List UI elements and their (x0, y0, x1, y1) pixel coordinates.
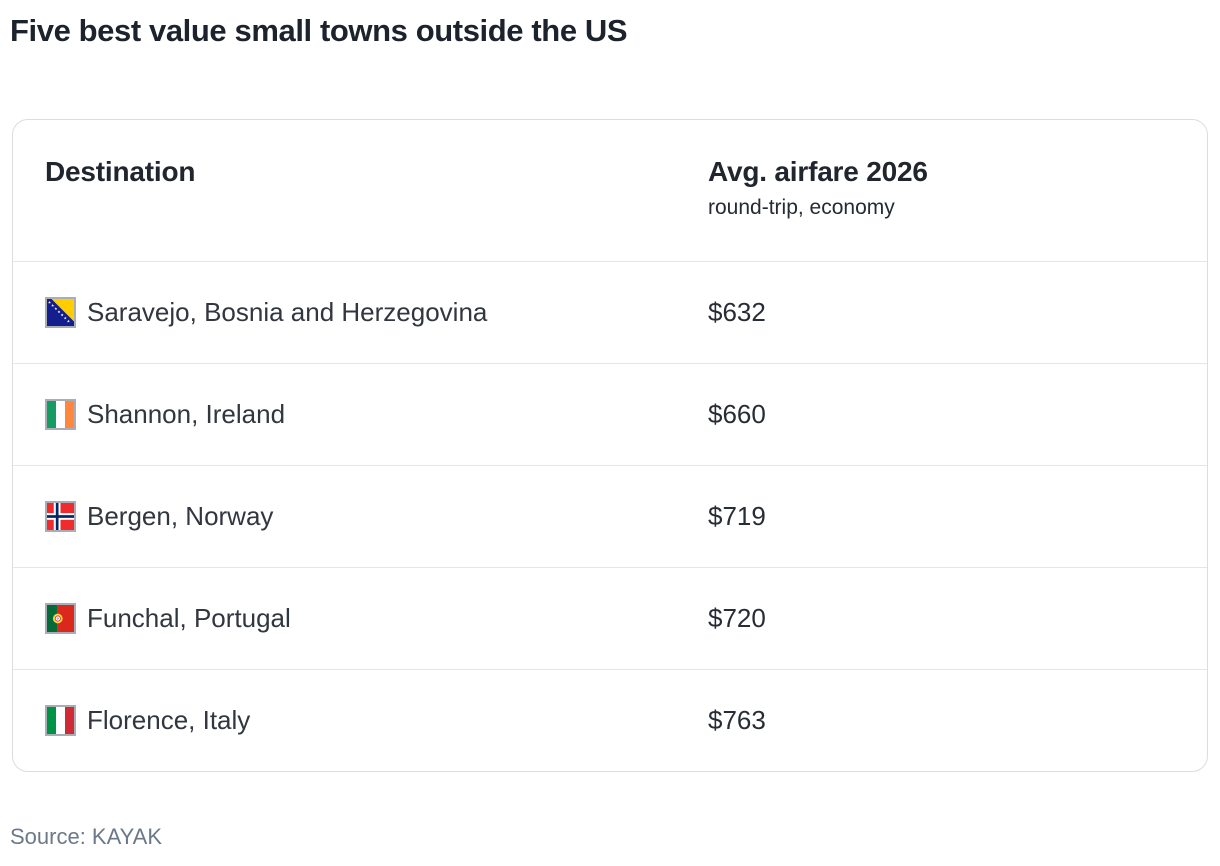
destination-label: Shannon, Ireland (87, 398, 286, 429)
bosnia-and-herzegovina-flag-icon (45, 296, 76, 328)
table-header-row: Destination Avg. airfare 2026 round-trip… (13, 120, 1207, 261)
ireland-flag-icon (45, 398, 76, 430)
table-row: Saravejo, Bosnia and Herzegovina $632 (13, 260, 1207, 363)
price-label: $660 (708, 398, 766, 429)
page-title: Five best value small towns outside the … (10, 13, 628, 48)
destination-cell: Bergen, Norway (13, 500, 708, 532)
price-cell: $660 (708, 399, 1207, 430)
destination-label: Bergen, Norway (87, 500, 274, 531)
price-label: $632 (708, 296, 766, 327)
column-header-airfare-subtitle: round-trip, economy (708, 196, 895, 220)
column-header-airfare-cell: Avg. airfare 2026 round-trip, economy (708, 155, 1207, 261)
airfare-table-card: Destination Avg. airfare 2026 round-trip… (12, 118, 1208, 772)
price-cell: $720 (708, 603, 1207, 634)
price-cell: $763 (708, 705, 1207, 736)
table-row: Bergen, Norway $719 (13, 464, 1207, 567)
table-row: Shannon, Ireland $660 (13, 362, 1207, 465)
price-label: $719 (708, 500, 766, 531)
column-header-destination: Destination (45, 155, 196, 187)
table-row: Florence, Italy $763 (13, 668, 1207, 771)
price-cell: $632 (708, 297, 1207, 328)
destination-label: Saravejo, Bosnia and Herzegovina (87, 296, 488, 327)
table-row: Funchal, Portugal $720 (13, 566, 1207, 669)
source-note: Source: KAYAK (10, 823, 163, 849)
destination-label: Funchal, Portugal (87, 602, 291, 633)
destination-cell: Florence, Italy (13, 704, 708, 736)
price-label: $763 (708, 704, 766, 735)
destination-cell: Saravejo, Bosnia and Herzegovina (13, 296, 708, 328)
italy-flag-icon (45, 704, 76, 736)
destination-cell: Shannon, Ireland (13, 398, 708, 430)
portugal-flag-icon (45, 602, 76, 634)
column-header-destination-cell: Destination (13, 155, 708, 261)
price-cell: $719 (708, 501, 1207, 532)
price-label: $720 (708, 602, 766, 633)
table-body: Saravejo, Bosnia and Herzegovina $632 Sh… (13, 260, 1207, 771)
destination-cell: Funchal, Portugal (13, 602, 708, 634)
column-header-airfare: Avg. airfare 2026 (708, 155, 928, 187)
destination-label: Florence, Italy (87, 704, 251, 735)
norway-flag-icon (45, 500, 76, 532)
